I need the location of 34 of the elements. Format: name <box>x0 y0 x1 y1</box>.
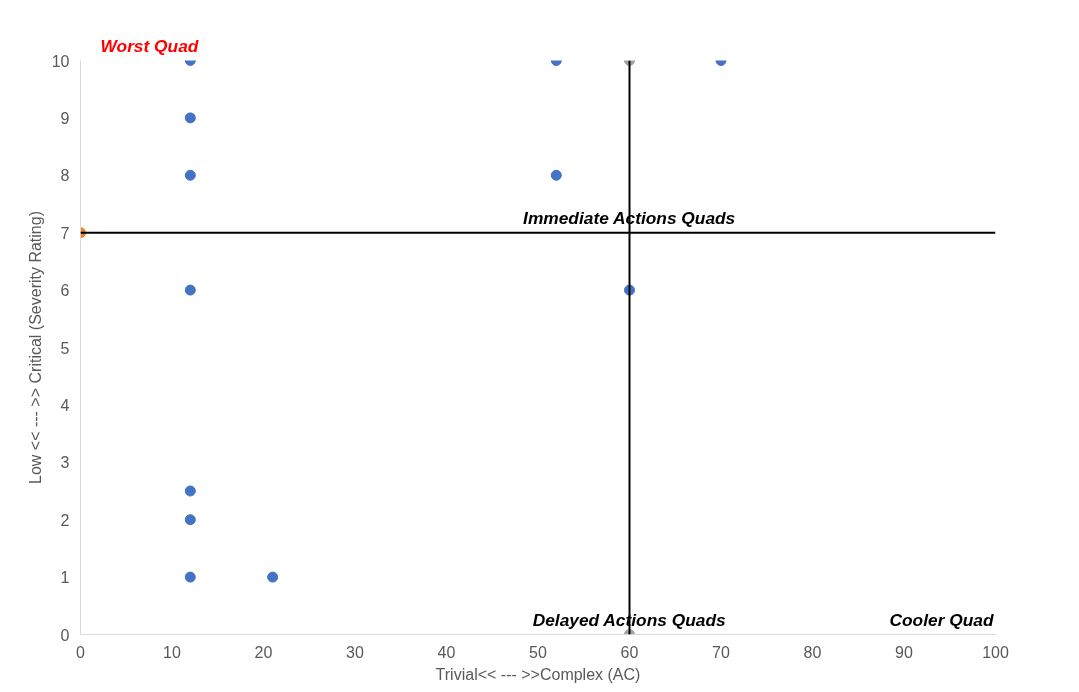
y-tick-label: 0 <box>60 626 70 644</box>
y-tick-label: 7 <box>60 224 70 242</box>
y-axis-title: Low << --- >> Critical (Severity Rating) <box>26 211 44 484</box>
y-tick-label: 10 <box>51 52 70 70</box>
point <box>184 284 196 296</box>
point <box>184 571 196 583</box>
y-tick-label: 9 <box>60 109 70 127</box>
x-tick-label: 70 <box>712 643 730 661</box>
x-tick-label: 0 <box>76 643 86 661</box>
annotation: Cooler Quad <box>889 609 994 630</box>
point <box>184 169 196 181</box>
point <box>184 514 196 526</box>
y-tick-label: 5 <box>60 339 70 357</box>
x-tick-label: 10 <box>163 643 181 661</box>
text: Worst Quad <box>100 35 199 56</box>
x-axis-title: Trivial<< --- >>Complex (AC) <box>435 665 641 683</box>
point <box>184 112 196 124</box>
y-tick-label: 4 <box>60 396 70 414</box>
y-tick-label: 2 <box>60 511 70 529</box>
x-tick-label: 40 <box>437 643 456 661</box>
y-tick-label: 3 <box>60 454 70 472</box>
y-tick-label: 8 <box>60 167 70 185</box>
x-tick-label: 20 <box>254 643 273 661</box>
point <box>267 571 279 583</box>
x-tick-label: 60 <box>620 643 639 661</box>
x-tick-label: 90 <box>895 643 913 661</box>
y-tick-label: 1 <box>60 569 70 587</box>
x-tick-label: 100 <box>982 643 1009 661</box>
x-tick-label: 80 <box>803 643 822 661</box>
point <box>184 485 196 497</box>
x-tick-label: 30 <box>346 643 364 661</box>
y-tick-label: 6 <box>60 282 70 300</box>
point <box>550 169 562 181</box>
x-tick-label: 50 <box>529 643 547 661</box>
